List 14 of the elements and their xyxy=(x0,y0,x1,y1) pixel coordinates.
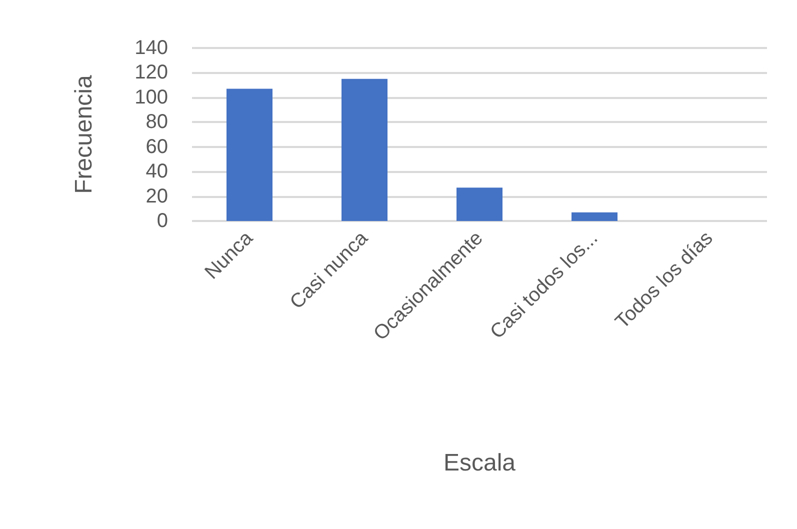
bar xyxy=(456,188,502,221)
x-axis-title: Escala xyxy=(443,450,516,476)
y-tick-label: 20 xyxy=(146,185,168,208)
bar xyxy=(226,88,272,221)
y-tick-label: 140 xyxy=(134,37,168,59)
y-tick-label: 100 xyxy=(134,86,168,108)
y-tick-label: 80 xyxy=(146,111,168,134)
y-tick-label: 60 xyxy=(146,136,168,158)
bar xyxy=(572,212,618,221)
y-tick-label: 0 xyxy=(156,210,168,232)
y-tick-label: 120 xyxy=(134,62,168,84)
bar xyxy=(342,78,388,221)
y-tick-label: 40 xyxy=(146,160,168,183)
y-axis-title: Frecuencia xyxy=(70,74,98,194)
